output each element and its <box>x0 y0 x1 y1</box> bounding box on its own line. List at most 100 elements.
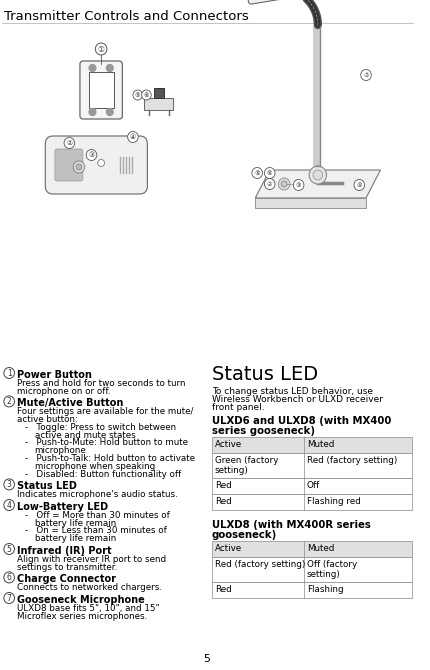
Text: ②: ② <box>266 182 272 186</box>
Text: microphone when speaking: microphone when speaking <box>34 462 154 471</box>
Text: Status LED: Status LED <box>212 365 317 384</box>
Text: ⑥: ⑥ <box>266 170 272 176</box>
FancyBboxPatch shape <box>55 149 83 181</box>
Bar <box>212 478 412 494</box>
Text: Wireless Workbench or ULXD receiver: Wireless Workbench or ULXD receiver <box>212 395 382 404</box>
Text: To change status LED behavior, use: To change status LED behavior, use <box>212 387 372 396</box>
Text: Muted: Muted <box>306 544 334 553</box>
Bar <box>212 582 412 598</box>
Text: Press and hold for two seconds to turn: Press and hold for two seconds to turn <box>17 379 185 388</box>
Circle shape <box>95 43 107 55</box>
Text: microphone: microphone <box>34 446 86 455</box>
Text: ②: ② <box>66 140 72 146</box>
Text: ULXD6 and ULXD8 (with MX400: ULXD6 and ULXD8 (with MX400 <box>212 416 390 426</box>
Text: Four settings are available for the mute/: Four settings are available for the mute… <box>17 407 194 416</box>
Circle shape <box>106 64 113 72</box>
Bar <box>89 72 114 108</box>
Circle shape <box>4 543 15 555</box>
Circle shape <box>4 500 15 511</box>
Circle shape <box>76 164 82 170</box>
Text: Flashing: Flashing <box>306 585 343 594</box>
Circle shape <box>264 168 274 178</box>
Text: -   Off = More than 30 minutes of: - Off = More than 30 minutes of <box>25 511 169 520</box>
Text: ULXD8 (with MX400R series: ULXD8 (with MX400R series <box>212 520 370 530</box>
Text: Low-Battery LED: Low-Battery LED <box>17 502 108 512</box>
Text: ③: ③ <box>88 152 95 158</box>
Polygon shape <box>255 170 380 198</box>
Text: ULXD8 base fits 5", 10", and 15": ULXD8 base fits 5", 10", and 15" <box>17 604 160 613</box>
Bar <box>212 453 412 478</box>
Text: 3: 3 <box>7 480 12 489</box>
Text: 6: 6 <box>7 573 12 582</box>
Bar <box>212 557 412 582</box>
Circle shape <box>106 109 113 115</box>
Text: ③: ③ <box>295 182 301 188</box>
Text: 1: 1 <box>7 369 12 377</box>
Circle shape <box>353 180 364 190</box>
Circle shape <box>360 70 371 80</box>
FancyBboxPatch shape <box>45 136 147 194</box>
FancyBboxPatch shape <box>246 0 282 4</box>
Text: ④: ④ <box>129 134 136 140</box>
Text: gooseneck): gooseneck) <box>212 529 276 539</box>
Text: Active: Active <box>214 544 241 553</box>
Text: -   Push-to-Talk: Hold button to activate: - Push-to-Talk: Hold button to activate <box>25 454 195 463</box>
Text: 5: 5 <box>203 654 210 664</box>
Circle shape <box>98 159 104 167</box>
Text: Gooseneck Microphone: Gooseneck Microphone <box>17 595 145 605</box>
Circle shape <box>293 180 303 190</box>
Text: Mute/Active Button: Mute/Active Button <box>17 399 123 409</box>
Text: -   Toggle: Press to switch between: - Toggle: Press to switch between <box>25 423 176 431</box>
Text: ④: ④ <box>356 182 361 188</box>
Text: ⑥: ⑥ <box>143 92 149 98</box>
Text: Red (factory setting): Red (factory setting) <box>214 560 304 569</box>
Text: settings to transmitter.: settings to transmitter. <box>17 563 117 572</box>
Circle shape <box>281 181 286 187</box>
Circle shape <box>89 64 95 72</box>
Text: ⑤: ⑤ <box>254 170 259 176</box>
Text: Red (factory setting): Red (factory setting) <box>306 456 396 465</box>
Text: -   Push-to-Mute: Hold button to mute: - Push-to-Mute: Hold button to mute <box>25 438 187 448</box>
Text: -   Disabled: Button functionality off: - Disabled: Button functionality off <box>25 470 181 478</box>
Circle shape <box>308 166 326 184</box>
Text: Align with receiver IR port to send: Align with receiver IR port to send <box>17 555 166 563</box>
Text: Charge Connector: Charge Connector <box>17 574 116 584</box>
Circle shape <box>64 137 74 149</box>
Circle shape <box>132 90 142 100</box>
Circle shape <box>86 149 97 161</box>
Bar <box>212 541 412 557</box>
Text: -   On = Less than 30 minutes of: - On = Less than 30 minutes of <box>25 527 166 535</box>
Text: microphone on or off.: microphone on or off. <box>17 387 111 395</box>
Circle shape <box>4 368 15 379</box>
Circle shape <box>312 170 322 180</box>
Text: Power Button: Power Button <box>17 370 92 380</box>
Text: Red: Red <box>214 585 231 594</box>
Text: series gooseneck): series gooseneck) <box>212 425 314 436</box>
Circle shape <box>278 178 289 190</box>
Circle shape <box>4 396 15 407</box>
Text: battery life remain: battery life remain <box>34 519 116 527</box>
Text: Red: Red <box>214 481 231 490</box>
Circle shape <box>4 479 15 490</box>
Text: Microflex series microphones.: Microflex series microphones. <box>17 612 147 620</box>
Circle shape <box>73 161 85 173</box>
Text: 4: 4 <box>7 500 12 509</box>
Text: front panel.: front panel. <box>212 403 264 412</box>
Circle shape <box>4 592 15 604</box>
Circle shape <box>251 168 262 178</box>
Text: battery life remain: battery life remain <box>34 534 116 543</box>
Text: Active: Active <box>214 440 241 449</box>
Bar <box>212 494 412 510</box>
Text: Indicates microphone's audio status.: Indicates microphone's audio status. <box>17 490 178 499</box>
Text: Off (factory
setting): Off (factory setting) <box>306 560 356 580</box>
Bar <box>154 88 163 98</box>
Text: 7: 7 <box>7 594 12 602</box>
Text: Green (factory
setting): Green (factory setting) <box>214 456 277 476</box>
Text: Status LED: Status LED <box>17 482 77 491</box>
Text: Flashing red: Flashing red <box>306 497 360 506</box>
Text: 5: 5 <box>7 545 12 553</box>
Text: Connects to networked chargers.: Connects to networked chargers. <box>17 583 162 592</box>
Text: Transmitter Controls and Connectors: Transmitter Controls and Connectors <box>4 10 248 23</box>
Circle shape <box>141 90 151 100</box>
FancyBboxPatch shape <box>80 61 122 119</box>
